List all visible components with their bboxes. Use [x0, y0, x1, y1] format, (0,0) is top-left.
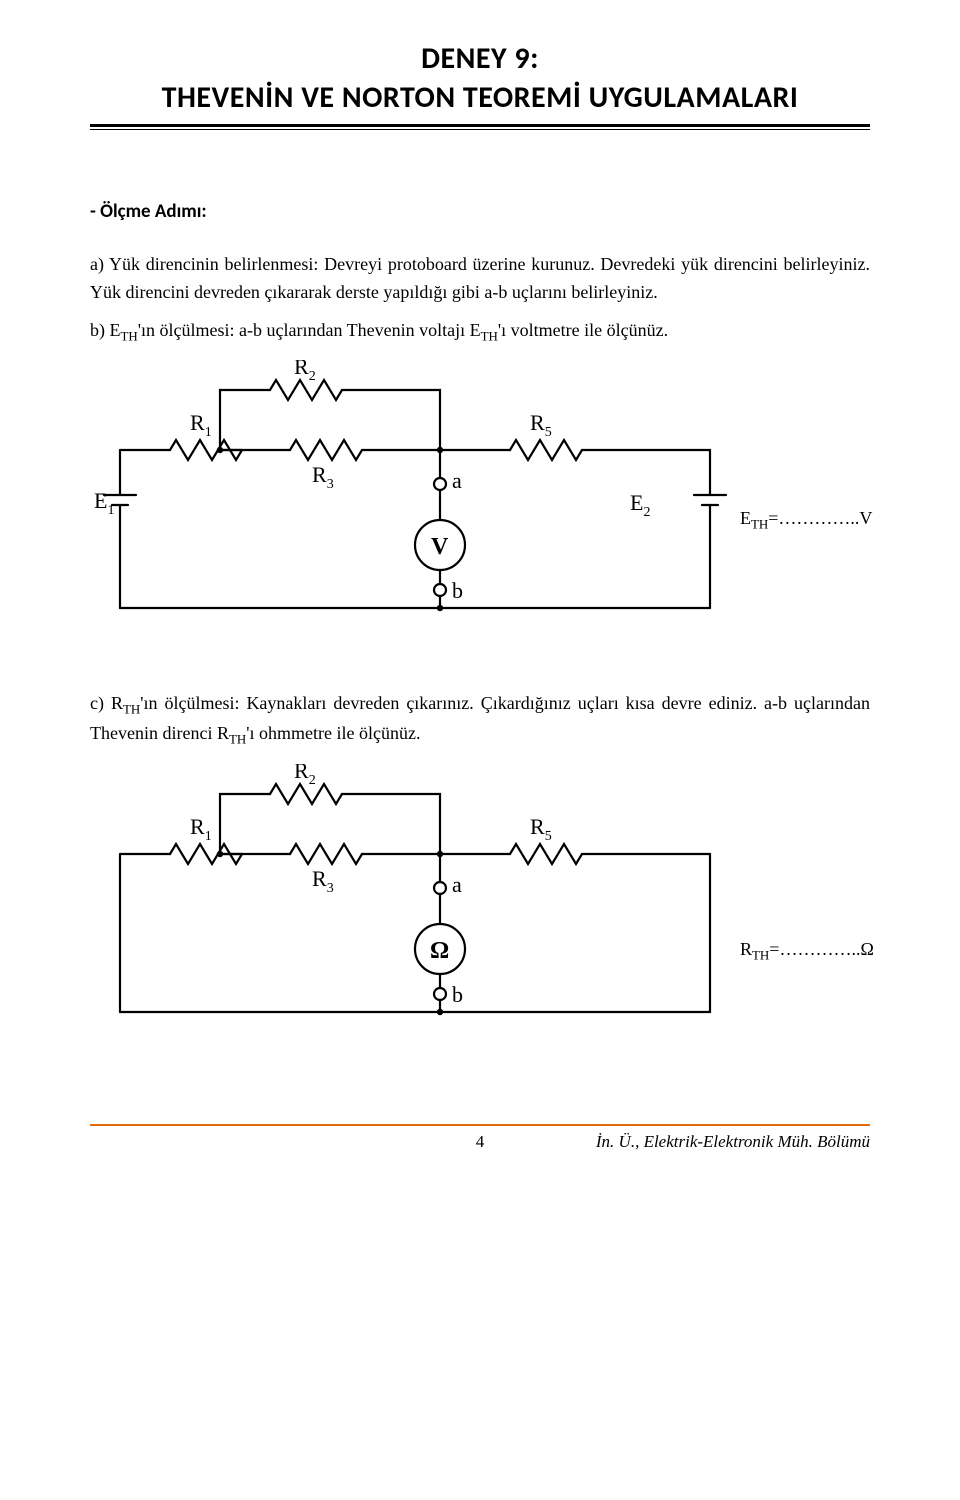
lbl-E1s: 1 — [107, 503, 114, 518]
annot-rth-pre: R — [740, 939, 752, 959]
lbl-R3s: 3 — [327, 477, 334, 492]
annot-eth-sub: TH — [751, 517, 768, 532]
annot-rth-eq: =…………..Ω — [769, 939, 874, 959]
svg-text:R3: R3 — [312, 866, 334, 896]
para-c-sub2: TH — [229, 732, 246, 747]
svg-text:R2: R2 — [294, 360, 316, 384]
page-number: 4 — [460, 1132, 500, 1152]
figure-voltmeter: E1 R1 R2 R3 R5 a b E2 V ETH=…………..V — [90, 360, 870, 650]
lbl2-a: a — [452, 872, 462, 897]
para-b-sub1: TH — [121, 328, 138, 343]
svg-text:E2: E2 — [630, 490, 650, 520]
annot-eth-eq: =…………..V — [768, 508, 872, 528]
lbl-E1: E — [94, 488, 107, 513]
lbl-E2: E — [630, 490, 643, 515]
lbl-R1s: 1 — [205, 425, 212, 440]
lbl2-R5: R — [530, 814, 545, 839]
lbl2-b: b — [452, 982, 463, 1007]
lbl-R1: R — [190, 410, 205, 435]
annot-rth-sub: TH — [752, 947, 769, 962]
lbl-R2: R — [294, 360, 309, 379]
paragraph-c: c) RTH'ın ölçülmesi: Kaynakları devreden… — [90, 690, 870, 749]
annotation-eth: ETH=…………..V — [740, 508, 872, 533]
annotation-rth: RTH=…………..Ω — [740, 939, 874, 964]
lbl2-R1s: 1 — [205, 829, 212, 844]
lbl2-R2: R — [294, 764, 309, 783]
header-rule-thin — [90, 129, 870, 130]
paragraph-a: a) Yük direncinin belirlenmesi: Devreyi … — [90, 251, 870, 307]
para-b-post: 'ı voltmetre ile ölçünüz. — [498, 320, 668, 340]
para-b-sub2: TH — [481, 328, 498, 343]
lbl-b: b — [452, 578, 463, 603]
paragraph-b: b) ETH'ın ölçülmesi: a-b uçlarından Thev… — [90, 317, 870, 347]
lbl-R5: R — [530, 410, 545, 435]
annot-eth-pre: E — [740, 508, 751, 528]
page-header: DENEY 9: THEVENİN VE NORTON TEOREMİ UYGU… — [90, 40, 870, 116]
lbl-Ohm: Ω — [430, 938, 449, 964]
lbl-R5s: 5 — [545, 425, 552, 440]
svg-text:R5: R5 — [530, 410, 552, 440]
figure-ohmmeter: R1 R2 R3 R5 a b Ω RTH=…………..Ω — [90, 764, 870, 1054]
circuit-svg-ohm: R1 R2 R3 R5 a b Ω — [90, 764, 730, 1054]
svg-text:E1: E1 — [94, 488, 114, 518]
header-rule-thick — [90, 124, 870, 127]
lbl2-R3s: 3 — [327, 881, 334, 896]
svg-text:R5: R5 — [530, 814, 552, 844]
lbl-R3: R — [312, 462, 327, 487]
footer: 4 İn. Ü., Elektrik-Elektronik Müh. Bölüm… — [90, 1132, 870, 1152]
lbl-V: V — [431, 534, 449, 560]
svg-text:R3: R3 — [312, 462, 334, 492]
lbl-a: a — [452, 468, 462, 493]
header-line-1: DENEY 9: — [90, 40, 870, 77]
svg-text:R2: R2 — [294, 764, 316, 788]
lbl2-R5s: 5 — [545, 829, 552, 844]
header-line-2: THEVENİN VE NORTON TEOREMİ UYGULAMALARI — [90, 79, 870, 116]
lbl-E2s: 2 — [643, 505, 650, 520]
para-c-mid1: 'ın ölçülmesi: Kaynakları devreden çıkar… — [90, 693, 870, 743]
footer-rule — [90, 1124, 870, 1126]
para-c-post: 'ı ohmmetre ile ölçünüz. — [246, 723, 420, 743]
lbl2-R2s: 2 — [309, 773, 316, 788]
lbl2-R1: R — [190, 814, 205, 839]
lbl2-R3: R — [312, 866, 327, 891]
para-b-pre: b) E — [90, 320, 121, 340]
lbl-R2s: 2 — [309, 369, 316, 384]
para-b-mid1: 'ın ölçülmesi: a-b uçlarından Thevenin v… — [138, 320, 481, 340]
para-c-sub1: TH — [123, 702, 140, 717]
para-c-pre: c) R — [90, 693, 123, 713]
svg-text:R1: R1 — [190, 814, 212, 844]
svg-text:R1: R1 — [190, 410, 212, 440]
footer-right-text: İn. Ü., Elektrik-Elektronik Müh. Bölümü — [500, 1132, 870, 1152]
circuit-svg-v: E1 R1 R2 R3 R5 a b E2 V — [90, 360, 730, 650]
section-heading: - Ölçme Adımı: — [90, 200, 870, 223]
